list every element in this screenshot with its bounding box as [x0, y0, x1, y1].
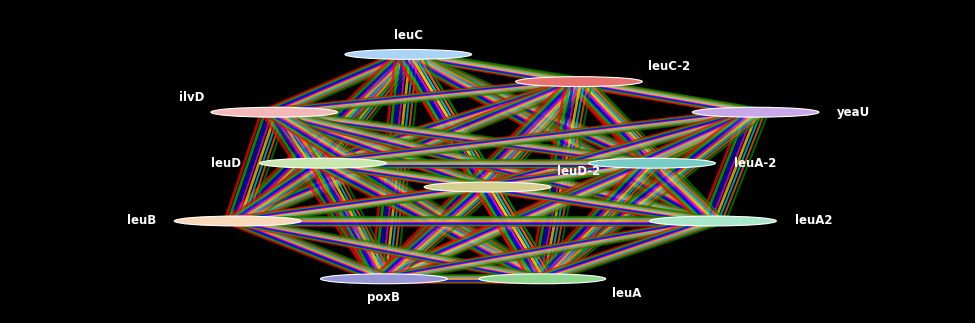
Text: yeaU: yeaU	[838, 106, 871, 119]
Ellipse shape	[211, 107, 337, 117]
Ellipse shape	[692, 107, 819, 117]
Ellipse shape	[259, 158, 386, 168]
Ellipse shape	[516, 77, 643, 87]
Ellipse shape	[649, 216, 776, 226]
Ellipse shape	[175, 216, 301, 226]
Text: leuB: leuB	[127, 214, 156, 227]
Ellipse shape	[479, 274, 605, 284]
Text: leuA2: leuA2	[795, 214, 832, 227]
Ellipse shape	[589, 158, 716, 168]
Text: poxB: poxB	[368, 291, 401, 304]
Text: leuC-2: leuC-2	[648, 60, 690, 73]
Text: leuD-2: leuD-2	[557, 165, 601, 178]
Text: ilvD: ilvD	[179, 90, 205, 104]
Text: leuD: leuD	[212, 157, 242, 170]
Ellipse shape	[345, 49, 472, 59]
Text: leuC: leuC	[394, 29, 423, 42]
Text: leuA-2: leuA-2	[734, 157, 776, 170]
Ellipse shape	[321, 274, 448, 284]
Ellipse shape	[424, 182, 551, 192]
Text: leuA: leuA	[612, 287, 642, 300]
